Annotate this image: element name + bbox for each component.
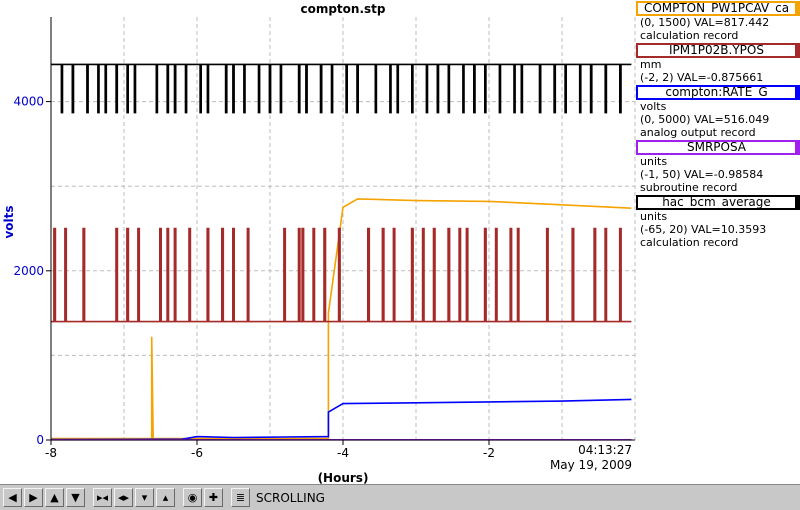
y-axis-label: volts xyxy=(2,205,16,238)
chart-area: -8 -6 -4 -2 0 2000 4000 compton.stp volts (Hou… xyxy=(2,2,636,484)
y-tick-label: 2000 xyxy=(13,264,44,278)
end-time-label: 04:13:27 xyxy=(578,443,632,457)
legend-detail: calculation record xyxy=(640,236,739,249)
x-tick-label: -6 xyxy=(191,446,203,460)
y-tick-label: 0 xyxy=(36,433,44,447)
reset-icon: ◉ xyxy=(187,491,198,504)
reset-button[interactable]: ◉ xyxy=(183,488,202,507)
zoom-out-x-button[interactable]: ◂▸ xyxy=(114,488,133,507)
legend-detail: units xyxy=(640,155,668,168)
scrolling-status: SCROLLING xyxy=(256,490,325,505)
series-line-ipm1p02b-ypos xyxy=(51,227,632,323)
arrow-down-icon: ▼ xyxy=(71,491,80,504)
zoom-out-y-icon: ▴ xyxy=(162,491,169,504)
zoom-in-x-icon: ▸◂ xyxy=(96,491,109,504)
zoom-out-x-icon: ◂▸ xyxy=(117,491,130,504)
legend-detail: analog output record xyxy=(640,126,756,139)
legend-detail: calculation record xyxy=(640,29,739,42)
add-button[interactable]: ✚ xyxy=(204,488,223,507)
x-tick-label: -2 xyxy=(483,446,495,460)
series-line-compton-rate-g xyxy=(50,398,632,441)
legend-entry-ipm1p02b-ypos[interactable]: IPM1P02B.YPOS xyxy=(636,43,800,58)
x-tick-label: -8 xyxy=(45,446,57,460)
x-axis-label: (Hours) xyxy=(318,471,369,484)
legend-detail: mm xyxy=(640,58,662,71)
legend-entry-hac-bcm-average[interactable]: hac_bcm_average xyxy=(636,195,800,210)
legend: COMPTON_PW1PCAV_ca (0, 1500) VAL=817.442 c… xyxy=(636,0,800,249)
arrow-right-icon: ▶ xyxy=(29,491,38,504)
series-line-compton-pw1pcav-ca xyxy=(51,198,632,440)
legend-entry-compton-pw1pcav-ca[interactable]: COMPTON_PW1PCAV_ca xyxy=(636,1,800,16)
legend-detail: (-1, 50) VAL=-0.98584 xyxy=(640,168,764,181)
toggle-icon: ≣ xyxy=(235,491,246,504)
toggle-button[interactable]: ≣ xyxy=(231,488,250,507)
arrow-left-button[interactable]: ◀ xyxy=(3,488,22,507)
zoom-in-y-icon: ▾ xyxy=(141,491,148,504)
y-tick-label: 4000 xyxy=(13,95,44,109)
arrow-left-icon: ◀ xyxy=(8,491,17,504)
add-icon: ✚ xyxy=(208,491,219,504)
legend-detail: volts xyxy=(640,100,667,113)
zoom-in-x-button[interactable]: ▸◂ xyxy=(93,488,112,507)
legend-entry-compton-rate-g[interactable]: compton:RATE_G xyxy=(636,85,800,100)
zoom-out-y-button[interactable]: ▴ xyxy=(156,488,175,507)
legend-entry-smrposa[interactable]: SMRPOSA xyxy=(636,140,800,155)
legend-detail: (0, 5000) VAL=516.049 xyxy=(640,113,770,126)
legend-detail: subroutine record xyxy=(640,181,738,194)
end-date-label: May 19, 2009 xyxy=(550,458,632,472)
arrow-right-button[interactable]: ▶ xyxy=(24,488,43,507)
arrow-down-button[interactable]: ▼ xyxy=(66,488,85,507)
legend-detail: (-65, 20) VAL=10.3593 xyxy=(640,223,767,236)
x-tick-label: -4 xyxy=(337,446,349,460)
arrow-up-icon: ▲ xyxy=(50,491,59,504)
series-line-hac-bcm-average xyxy=(51,63,632,114)
chart-title: compton.stp xyxy=(300,2,385,16)
legend-detail: (-2, 2) VAL=-0.875661 xyxy=(640,71,764,84)
legend-detail: units xyxy=(640,210,668,223)
legend-detail: (0, 1500) VAL=817.442 xyxy=(640,16,770,29)
arrow-up-button[interactable]: ▲ xyxy=(45,488,64,507)
toolbar: ◀ ▶ ▲ ▼ ▸◂ ◂▸ ▾ ▴ ◉ ✚ ≣ SCROLLING xyxy=(0,484,800,510)
zoom-in-y-button[interactable]: ▾ xyxy=(135,488,154,507)
